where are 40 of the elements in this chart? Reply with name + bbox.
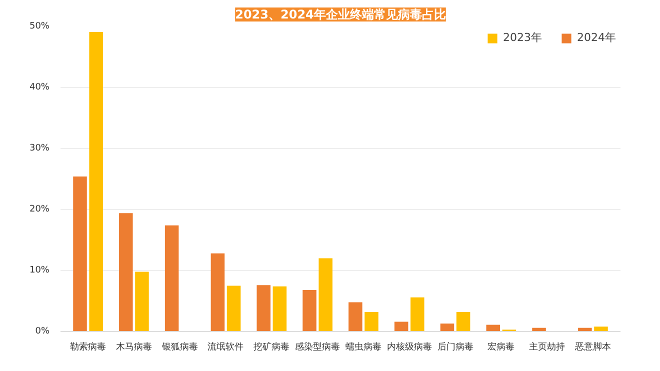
bar bbox=[486, 324, 500, 332]
y-tick-label: 50% bbox=[29, 22, 50, 32]
bar bbox=[410, 297, 424, 332]
bar bbox=[440, 324, 454, 332]
bar bbox=[73, 176, 87, 332]
x-tick-label: 蠕虫病毒 bbox=[345, 342, 382, 352]
x-tick-label: 流氓软件 bbox=[208, 342, 244, 352]
bar bbox=[394, 322, 408, 332]
bar bbox=[89, 32, 103, 332]
legend-label: 2024年 bbox=[577, 30, 616, 45]
x-tick-label: 宏病毒 bbox=[488, 342, 515, 352]
bar bbox=[272, 286, 287, 332]
bar bbox=[364, 312, 378, 332]
y-tick-label: 0% bbox=[35, 326, 50, 336]
x-tick-label: 感染型病毒 bbox=[295, 342, 340, 352]
chart-title: 2023、2024年企业终端常见病毒占比 bbox=[235, 8, 446, 22]
bar bbox=[226, 286, 241, 332]
bar bbox=[135, 272, 149, 332]
bar bbox=[164, 225, 179, 332]
bar bbox=[456, 312, 470, 332]
x-tick-label: 恶意脚本 bbox=[574, 342, 611, 352]
x-tick-label: 银狐病毒 bbox=[160, 342, 198, 352]
x-tick-label: 主页劫持 bbox=[529, 342, 566, 352]
y-tick-label: 30% bbox=[29, 144, 50, 154]
bar bbox=[594, 326, 608, 332]
bar bbox=[119, 213, 133, 332]
bar bbox=[210, 253, 225, 332]
x-tick-label: 木马病毒 bbox=[116, 342, 152, 352]
x-tick-label: 内核级病毒 bbox=[386, 342, 432, 352]
y-tick-label: 20% bbox=[29, 204, 50, 214]
x-tick-label: 勒索病毒 bbox=[70, 342, 106, 352]
x-tick-label: 挖矿病毒 bbox=[254, 342, 290, 352]
y-tick-label: 10% bbox=[29, 266, 50, 276]
bar bbox=[256, 285, 270, 332]
bar bbox=[302, 290, 316, 332]
x-tick-label: 后门病毒 bbox=[437, 342, 474, 352]
bar bbox=[318, 258, 332, 332]
bar bbox=[348, 302, 362, 332]
legend-label: 2023年 bbox=[503, 30, 542, 45]
y-tick-label: 40% bbox=[29, 82, 50, 92]
